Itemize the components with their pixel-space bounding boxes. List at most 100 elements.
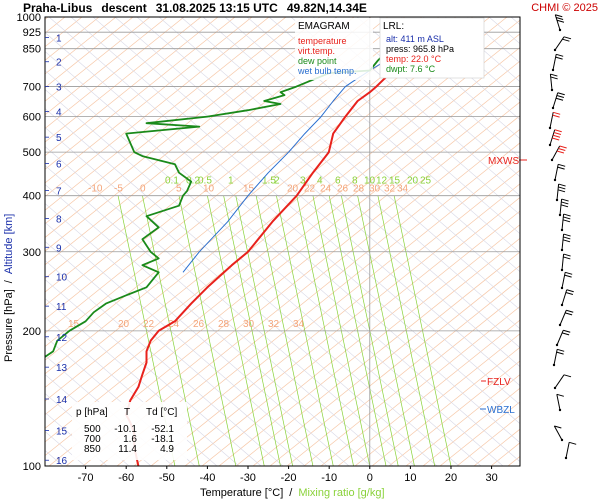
wind-barb: [553, 425, 563, 441]
wbzl-label: WBZL: [487, 405, 515, 416]
wind-barb-flag: [552, 114, 560, 118]
legend-dew-point: dew point: [298, 56, 337, 66]
isotherm-line: [354, 333, 520, 466]
adiabat-line: [268, 17, 520, 235]
adiabat-line: [45, 146, 416, 466]
wind-barb-flag: [559, 145, 567, 149]
isotherm-label: -10: [88, 184, 103, 195]
adiabat-line: [45, 279, 262, 466]
mixing-ratio-label: 3: [300, 175, 306, 186]
wind-barb-dot: [548, 143, 552, 147]
isotherm-line: [218, 224, 520, 466]
isotherm-line: [45, 17, 287, 211]
wind-barb-flag: [564, 274, 572, 278]
series-dew-point: [45, 23, 402, 358]
table-header-p: p [hPa]: [76, 407, 108, 418]
altitude-label: 8: [56, 214, 62, 225]
wind-barb-dot: [550, 88, 554, 92]
altitude-label: 6: [56, 159, 62, 170]
adiabat-line: [136, 17, 520, 349]
adiabat-line: [45, 355, 174, 466]
adiabat-line: [45, 336, 196, 466]
adiabat-line: [334, 17, 520, 178]
adiabat-line: [202, 17, 520, 292]
mixing-ratio-label: 2: [274, 175, 280, 186]
altitude-label: 7: [56, 186, 62, 197]
wind-barb-dot: [555, 343, 559, 347]
adiabat-line: [555, 17, 600, 466]
wind-barb: [549, 112, 554, 129]
adiabat-line: [45, 317, 218, 466]
wind-barb-flag: [561, 198, 569, 202]
isotherm-label: -5: [114, 184, 123, 195]
legend-wet-bulb: wet bulb temp.: [297, 66, 357, 76]
adiabat-line: [45, 89, 482, 466]
adiabat-line: [290, 17, 520, 216]
wind-barb-flag: [561, 332, 570, 336]
altitude-label: 10: [56, 273, 68, 284]
isotherm-line: [45, 17, 491, 375]
wind-barb-flag: [566, 309, 574, 313]
wind-barb-flag: [563, 253, 571, 257]
x-tick-label: -30: [240, 472, 256, 484]
isotherm-line: [150, 169, 520, 466]
wind-barb: [561, 214, 565, 231]
wind-barb-flag: [556, 94, 565, 98]
wind-barb-flag: [566, 289, 574, 293]
adiabat-line: [533, 17, 600, 466]
isotherm-line: [235, 237, 520, 466]
lrl-title: LRL:: [383, 21, 404, 32]
wind-barb-flag: [555, 97, 564, 101]
adiabat-line: [510, 17, 520, 26]
wind-barb-flag: [555, 56, 563, 60]
isotherm-label: 20: [287, 184, 299, 195]
y-axis-title: Pressure [hPa]/Altitude [km]: [3, 214, 15, 362]
wind-barb-dot: [551, 68, 555, 72]
isotherm-line: [45, 47, 520, 429]
adiabat-line: [246, 17, 520, 254]
altitude-label: 13: [56, 363, 68, 374]
y-tick-label: 850: [23, 44, 41, 56]
altitude-label: 4: [56, 107, 62, 118]
table-cell: 850: [84, 444, 101, 455]
wind-barb-dot: [553, 48, 557, 52]
wind-barb-dot: [558, 213, 562, 217]
isotherm-label: 22: [143, 319, 155, 330]
fzlv-label: FZLV: [487, 377, 511, 388]
table-cell: 700: [84, 434, 101, 445]
mixing-ratio-label: 10: [364, 175, 376, 186]
legend: EMAGRAM temperature virt.temp. dew point…: [295, 18, 373, 80]
wind-barb-flag: [562, 239, 571, 243]
wind-barb-dot: [553, 386, 557, 390]
lrl-alt: alt: 411 m ASL: [386, 34, 444, 44]
isotherm-line: [45, 17, 355, 266]
isotherm-label: 15: [243, 184, 255, 195]
isotherm-line: [45, 17, 457, 347]
table-header-t: T: [124, 407, 130, 418]
wind-barb: [549, 74, 553, 91]
isotherm-line: [45, 17, 219, 157]
adiabat-line: [45, 241, 306, 466]
lrl-box: LRL: alt: 411 m ASL press: 965.8 hPa tem…: [379, 17, 485, 79]
isotherm-line: [45, 19, 520, 402]
wind-barb: [553, 349, 558, 366]
x-axis-title: Temperature [°C] / Mixing ratio [g/kg]: [200, 487, 385, 499]
legend-title: EMAGRAM: [298, 21, 350, 32]
wind-barb: [554, 164, 559, 181]
mixing-ratio-label: 0.1: [165, 175, 179, 186]
isotherm-label: 10: [203, 184, 215, 195]
wind-barb-dot: [552, 363, 556, 367]
isotherm-label: 32: [384, 184, 396, 195]
adiabat-line: [378, 17, 520, 140]
level-table: p [hPa] T Td [°C] 500 -10.1 -52.1 700 1.…: [72, 402, 187, 460]
x-tick-label: -70: [78, 472, 94, 484]
isotherm-label: 5: [176, 184, 182, 195]
isotherm-line: [371, 346, 520, 466]
adiabat-line: [224, 17, 520, 273]
wind-barb-flag: [558, 148, 566, 151]
wind-barb-flag: [556, 393, 564, 397]
mixing-ratio-label: 8: [352, 175, 358, 186]
wind-barb-flag: [558, 186, 566, 190]
altitude-label: 2: [56, 58, 62, 69]
